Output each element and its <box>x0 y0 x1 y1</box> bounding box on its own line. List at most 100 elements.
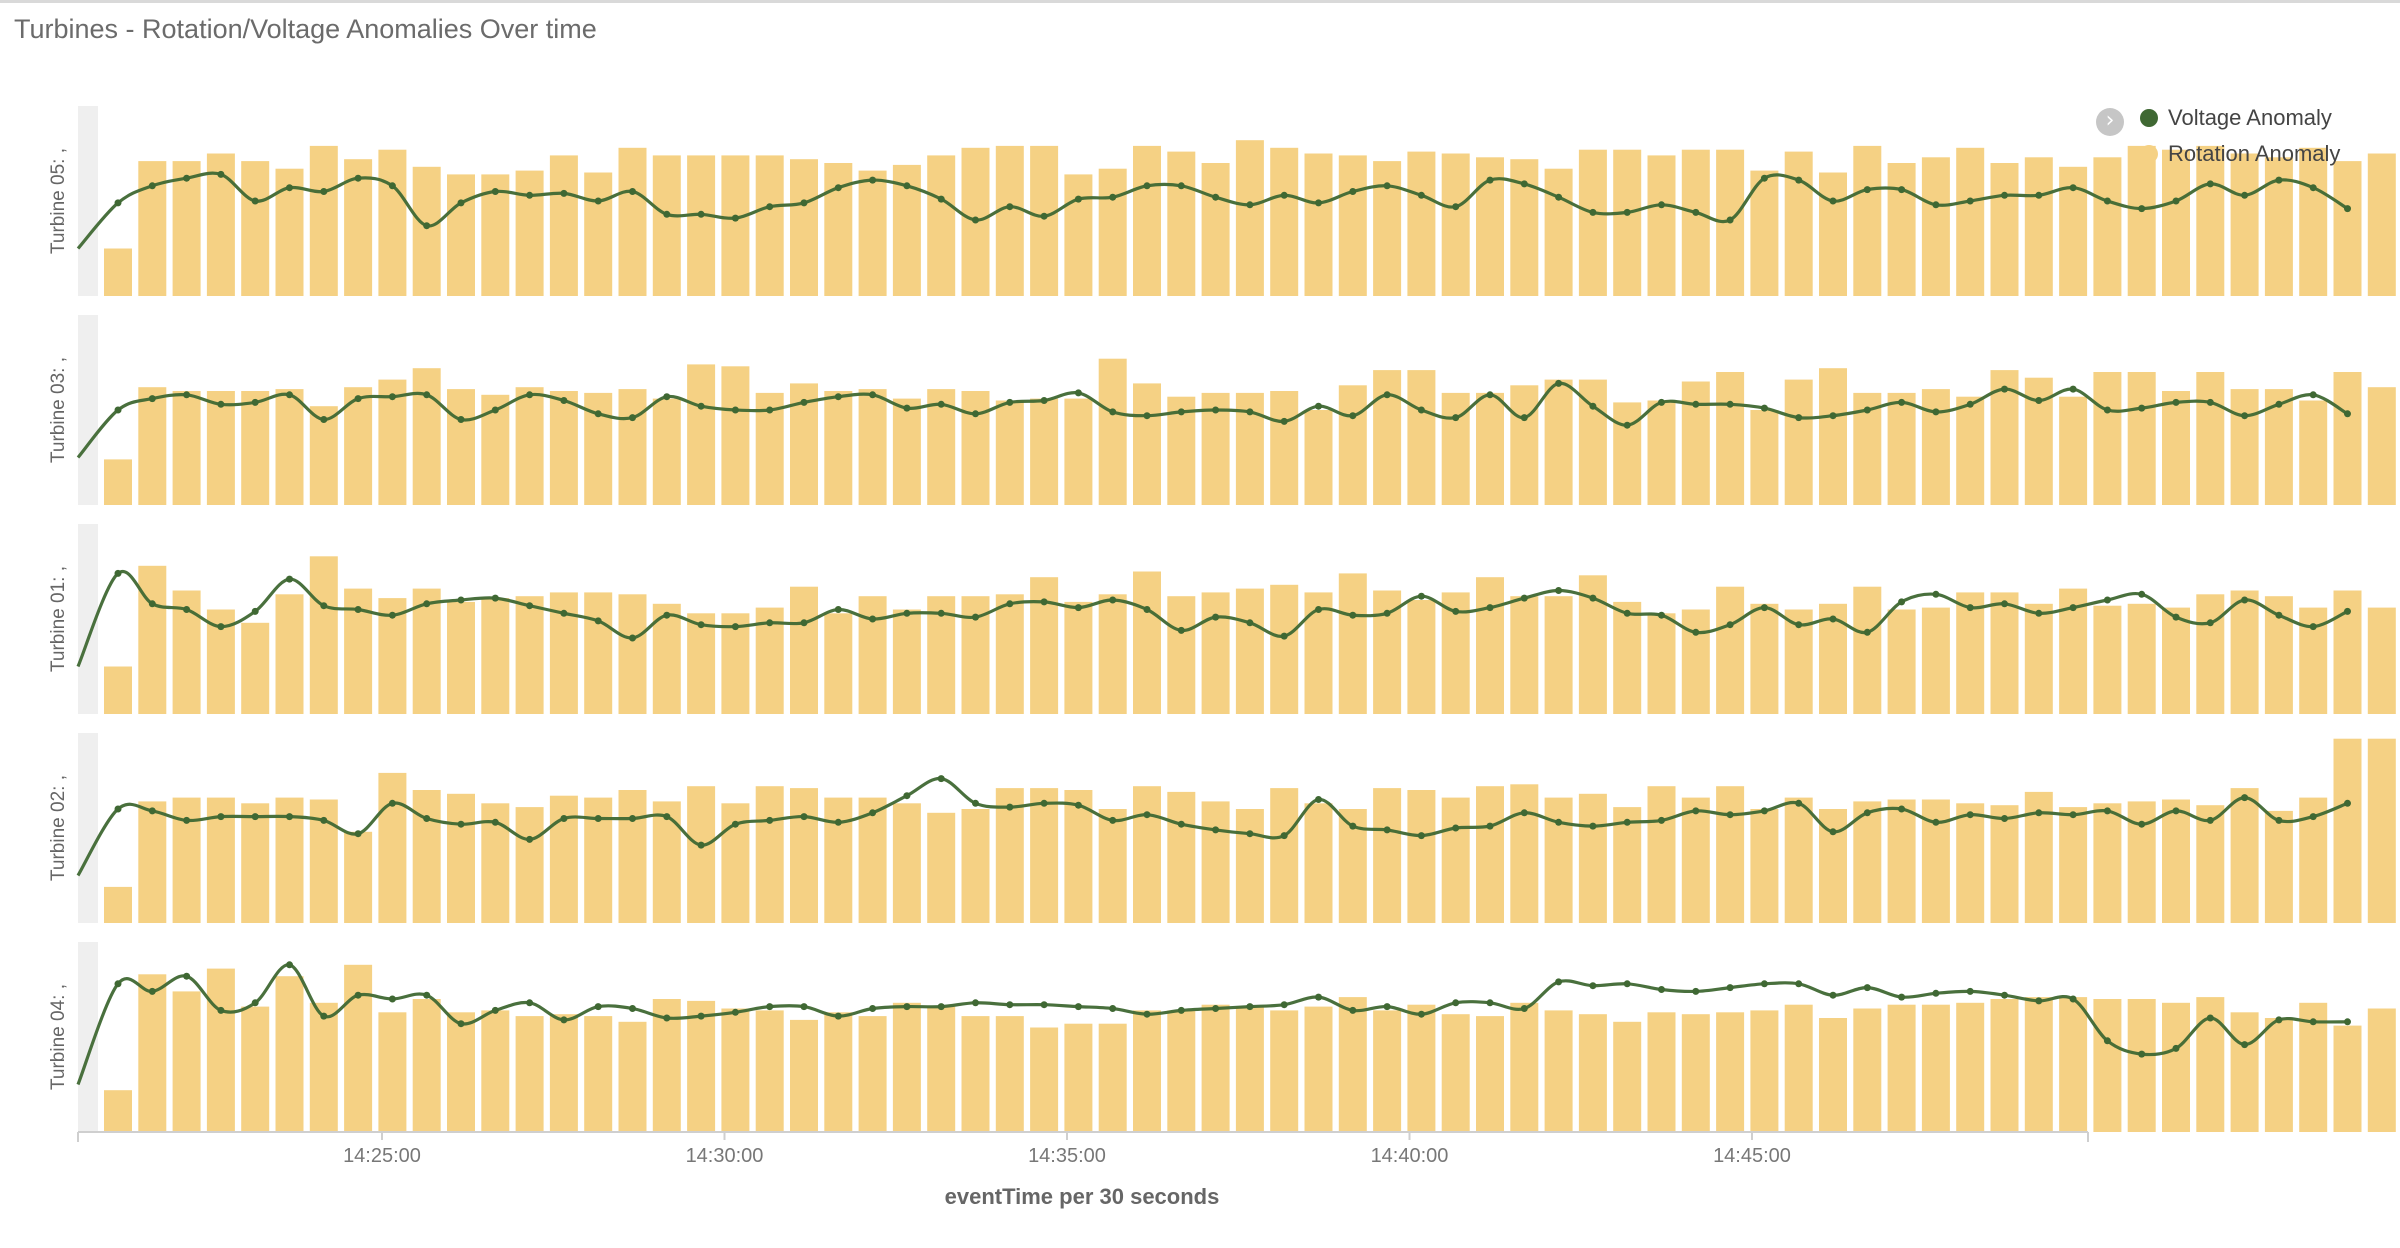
voltage-point[interactable] <box>1555 587 1563 594</box>
rotation-bar[interactable] <box>1338 385 1367 505</box>
voltage-point[interactable] <box>2309 623 2317 631</box>
rotation-bar[interactable] <box>309 145 338 296</box>
voltage-point[interactable] <box>183 174 191 182</box>
rotation-bar[interactable] <box>1098 358 1127 505</box>
voltage-point[interactable] <box>1006 1001 1014 1009</box>
rotation-bar[interactable] <box>1613 807 1642 923</box>
rotation-bar[interactable] <box>2333 738 2362 923</box>
rotation-bar[interactable] <box>172 161 201 296</box>
rotation-bar[interactable] <box>1887 799 1916 924</box>
rotation-bar[interactable] <box>1647 786 1676 923</box>
voltage-point[interactable] <box>2275 816 2283 824</box>
rotation-bar[interactable] <box>1338 573 1367 714</box>
voltage-point[interactable] <box>2069 385 2077 393</box>
rotation-bar[interactable] <box>2024 997 2053 1132</box>
voltage-point[interactable] <box>663 393 671 401</box>
rotation-bar[interactable] <box>824 1012 853 1132</box>
voltage-point[interactable] <box>834 393 842 401</box>
voltage-point[interactable] <box>2206 398 2214 406</box>
rotation-bar[interactable] <box>2196 805 2225 923</box>
voltage-point[interactable] <box>2172 398 2180 406</box>
rotation-bar[interactable] <box>1064 398 1093 505</box>
voltage-point[interactable] <box>251 999 259 1007</box>
rotation-bar[interactable] <box>104 666 132 715</box>
rotation-bar[interactable] <box>1784 1004 1813 1132</box>
rotation-bar[interactable] <box>1784 151 1813 296</box>
voltage-point[interactable] <box>972 410 979 418</box>
rotation-bar[interactable] <box>1990 163 2019 296</box>
rotation-bar[interactable] <box>241 622 270 714</box>
voltage-point[interactable] <box>2001 815 2008 822</box>
rotation-bar[interactable] <box>1921 607 1950 714</box>
rotation-bar[interactable] <box>858 596 887 714</box>
rotation-bar[interactable] <box>1990 999 2019 1132</box>
rotation-bar[interactable] <box>1098 1023 1127 1132</box>
voltage-point[interactable] <box>2001 385 2008 393</box>
voltage-point[interactable] <box>1623 818 1631 826</box>
voltage-point[interactable] <box>1932 989 1940 997</box>
voltage-point[interactable] <box>594 1003 602 1011</box>
rotation-bar[interactable] <box>1064 174 1093 296</box>
rotation-bar[interactable] <box>1887 163 1916 296</box>
voltage-point[interactable] <box>2275 176 2283 184</box>
voltage-point[interactable] <box>560 609 568 617</box>
voltage-point[interactable] <box>903 792 911 800</box>
voltage-point[interactable] <box>2206 619 2214 627</box>
rotation-bar[interactable] <box>1235 809 1264 923</box>
rotation-bar[interactable] <box>790 586 818 714</box>
voltage-point[interactable] <box>1246 201 1254 209</box>
voltage-point[interactable] <box>2001 600 2008 608</box>
rotation-bar[interactable] <box>584 172 613 297</box>
voltage-point[interactable] <box>1829 828 1837 836</box>
rotation-bar[interactable] <box>2196 594 2225 714</box>
voltage-point[interactable] <box>1898 186 1906 194</box>
voltage-point[interactable] <box>1177 182 1185 190</box>
rotation-bar[interactable] <box>927 155 956 296</box>
rotation-bar[interactable] <box>1201 801 1230 923</box>
voltage-point[interactable] <box>972 216 979 224</box>
rotation-bar[interactable] <box>1956 396 1985 505</box>
rotation-bar[interactable] <box>1270 1010 1299 1132</box>
rotation-bar[interactable] <box>275 594 304 714</box>
rotation-bar[interactable] <box>721 155 750 296</box>
voltage-point[interactable] <box>1898 398 1906 406</box>
voltage-point[interactable] <box>1246 830 1254 838</box>
rotation-bar[interactable] <box>447 174 475 296</box>
rotation-bar[interactable] <box>275 976 304 1132</box>
rotation-bar[interactable] <box>138 565 167 714</box>
voltage-point[interactable] <box>2103 596 2111 604</box>
rotation-bar[interactable] <box>2230 590 2259 715</box>
voltage-point[interactable] <box>1074 1003 1082 1011</box>
rotation-bar[interactable] <box>1956 803 1985 923</box>
voltage-point[interactable] <box>800 199 808 207</box>
voltage-point[interactable] <box>2241 1041 2249 1049</box>
rotation-bar[interactable] <box>1887 392 1916 505</box>
rotation-bar[interactable] <box>1887 609 1916 715</box>
voltage-point[interactable] <box>1417 592 1425 600</box>
voltage-point[interactable] <box>1452 414 1460 422</box>
rotation-bar[interactable] <box>1133 1010 1161 1132</box>
rotation-bar[interactable] <box>2299 147 2328 296</box>
voltage-point[interactable] <box>1486 822 1494 830</box>
voltage-point[interactable] <box>1212 613 1220 621</box>
rotation-bar[interactable] <box>1784 797 1813 923</box>
voltage-point[interactable] <box>594 197 602 205</box>
rotation-bar[interactable] <box>721 366 750 505</box>
rotation-bar[interactable] <box>1441 153 1470 297</box>
voltage-point[interactable] <box>491 406 499 414</box>
rotation-bar[interactable] <box>790 159 818 296</box>
voltage-point[interactable] <box>354 606 362 613</box>
rotation-bar[interactable] <box>687 613 716 714</box>
voltage-point[interactable] <box>2241 794 2249 802</box>
voltage-point[interactable] <box>1658 201 1665 209</box>
voltage-point[interactable] <box>388 799 396 807</box>
voltage-point[interactable] <box>2344 799 2351 807</box>
rotation-bar[interactable] <box>927 812 956 923</box>
rotation-bar[interactable] <box>2230 389 2259 505</box>
voltage-point[interactable] <box>834 1012 842 1020</box>
rotation-bar[interactable] <box>927 1006 956 1132</box>
rotation-bar[interactable] <box>2230 153 2259 297</box>
voltage-point[interactable] <box>1966 987 1974 995</box>
rotation-bar[interactable] <box>378 379 407 505</box>
rotation-bar[interactable] <box>309 556 338 714</box>
